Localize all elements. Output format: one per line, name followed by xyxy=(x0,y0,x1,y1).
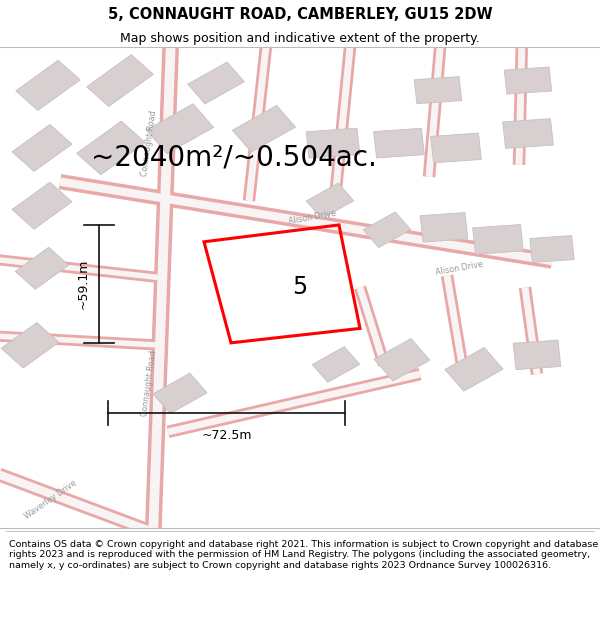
Polygon shape xyxy=(12,182,72,229)
Polygon shape xyxy=(188,62,244,104)
Polygon shape xyxy=(445,348,503,391)
Polygon shape xyxy=(16,60,80,111)
Polygon shape xyxy=(503,119,553,148)
Text: Contains OS data © Crown copyright and database right 2021. This information is : Contains OS data © Crown copyright and d… xyxy=(9,540,598,569)
Polygon shape xyxy=(431,133,481,162)
Polygon shape xyxy=(414,77,462,104)
Polygon shape xyxy=(530,236,574,262)
Polygon shape xyxy=(363,212,411,248)
Polygon shape xyxy=(1,322,59,368)
Polygon shape xyxy=(374,339,430,381)
Polygon shape xyxy=(15,248,69,289)
Text: Connaught Road: Connaught Road xyxy=(140,350,158,418)
Text: ~2040m²/~0.504ac.: ~2040m²/~0.504ac. xyxy=(91,144,377,171)
Polygon shape xyxy=(312,347,360,382)
Polygon shape xyxy=(306,183,354,219)
Polygon shape xyxy=(232,106,296,152)
Text: 5, CONNAUGHT ROAD, CAMBERLEY, GU15 2DW: 5, CONNAUGHT ROAD, CAMBERLEY, GU15 2DW xyxy=(107,6,493,21)
Polygon shape xyxy=(420,213,468,242)
Text: Waverley Drive: Waverley Drive xyxy=(23,478,79,521)
Text: Alison Drive: Alison Drive xyxy=(287,209,337,226)
Polygon shape xyxy=(473,224,523,254)
Polygon shape xyxy=(374,128,424,158)
Polygon shape xyxy=(146,104,214,154)
Polygon shape xyxy=(153,373,207,414)
Text: 5: 5 xyxy=(292,276,308,299)
Text: ~59.1m: ~59.1m xyxy=(77,259,90,309)
Polygon shape xyxy=(513,340,561,369)
Text: ~72.5m: ~72.5m xyxy=(201,429,252,442)
Text: Connaught Road: Connaught Road xyxy=(140,109,158,177)
Text: Map shows position and indicative extent of the property.: Map shows position and indicative extent… xyxy=(120,32,480,45)
Polygon shape xyxy=(504,67,552,94)
Text: Alison Drive: Alison Drive xyxy=(434,259,484,277)
Polygon shape xyxy=(306,128,360,158)
Polygon shape xyxy=(77,121,145,175)
Polygon shape xyxy=(12,124,72,171)
Polygon shape xyxy=(86,54,154,106)
